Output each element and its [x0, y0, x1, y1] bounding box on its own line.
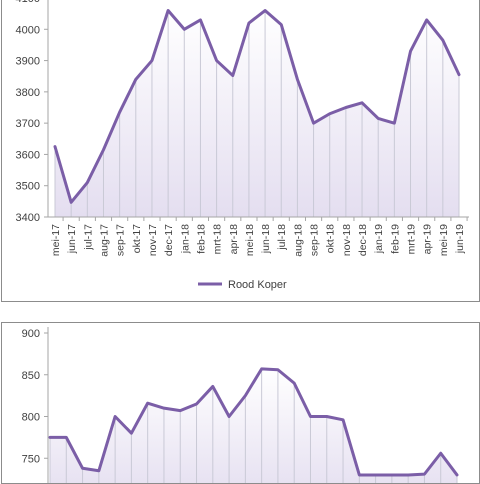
c1-x-tick-label: mrt-18	[212, 224, 224, 254]
c1-x-tick-label: jun-19	[454, 224, 466, 254]
c1-y-tick-label: 4100	[16, 0, 40, 5]
line-area-chart-top: 4100 4000 3900 3800 3700 3600 3500 3400 mei-17 ju…	[16, 0, 469, 291]
c1-area-fill	[55, 10, 459, 218]
c1-x-tick-label: mei-19	[438, 224, 450, 256]
c1-y-tick-label: 3600	[16, 149, 40, 161]
c1-x-tick-label: nov-17	[147, 224, 159, 256]
c1-y-tick-label: 3800	[16, 87, 40, 99]
c1-y-tick-label: 3500	[16, 181, 40, 193]
c1-y-tick-label: 3700	[16, 118, 40, 130]
chart-panel-top: 4100 4000 3900 3800 3700 3600 3500 3400 mei-17 ju…	[1, 0, 480, 302]
c1-x-tick-label: sep-17	[115, 224, 127, 256]
line-area-chart-bottom: 900 850 800 750	[22, 327, 459, 483]
c1-x-tick-label: mei-17	[50, 224, 62, 256]
c2-y-tick-label: 800	[22, 412, 40, 424]
c1-legend-label: Rood Koper	[228, 279, 287, 291]
c1-x-tick-label: aug-17	[98, 224, 110, 257]
c1-x-tick-label: jul-17	[82, 224, 94, 251]
c1-x-tick-label: dec-17	[163, 224, 175, 256]
c1-x-tick-label: mrt-19	[406, 224, 418, 254]
c1-y-tick-label: 4000	[16, 24, 40, 36]
c1-y-tick-label: 3900	[16, 56, 40, 68]
c2-area-fill	[50, 368, 457, 483]
c1-x-tick-label: okt-18	[325, 224, 337, 253]
c1-x-tick-label: okt-17	[131, 224, 143, 253]
c1-series-line	[53, 9, 461, 204]
c1-x-tick-label: dec-18	[357, 224, 369, 256]
c1-x-tick-label: nov-18	[341, 224, 353, 256]
c1-x-tick-label: mei-18	[244, 224, 256, 256]
c1-x-tick-label: feb-19	[389, 224, 401, 254]
c2-y-tick-label: 850	[22, 370, 40, 382]
c1-x-tick-label: jun-17	[66, 224, 78, 254]
c1-x-tick-label: apr-19	[422, 224, 434, 255]
c1-x-tick-label: aug-18	[292, 224, 304, 257]
c1-x-tick-label: jan-18	[179, 224, 191, 254]
c1-x-tick-label: feb-18	[195, 224, 207, 254]
c2-y-tick-label: 900	[22, 328, 40, 340]
c1-x-tick-label: apr-18	[228, 224, 240, 255]
c2-y-tick-label: 750	[22, 453, 40, 465]
c1-x-tick-label: jan-19	[373, 224, 385, 254]
chart-panel-bottom: 900 850 800 750	[1, 322, 480, 484]
c1-x-tick-label: sep-18	[309, 224, 321, 256]
c1-x-tick-label: jun-18	[260, 224, 272, 254]
c1-y-tick-label: 3400	[16, 212, 40, 224]
c1-x-tick-label: jul-18	[276, 224, 288, 251]
